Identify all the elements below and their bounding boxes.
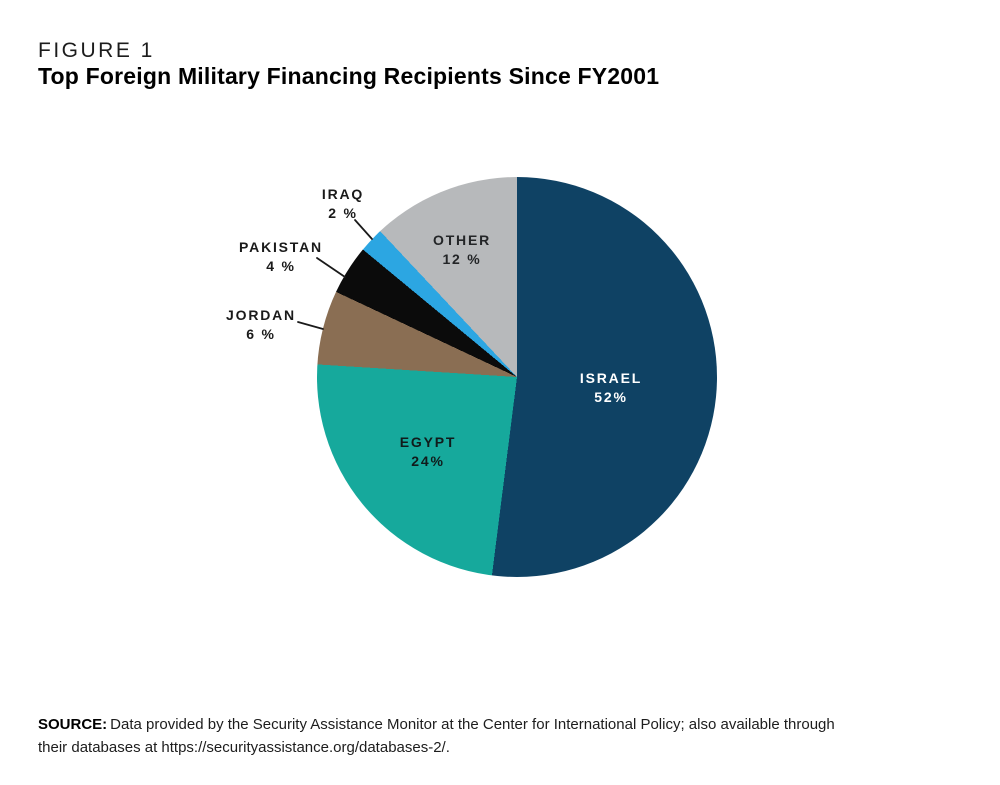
slice-name: IRAQ [321,186,365,202]
slice-label-jordan: JORDAN 6 % [226,306,296,344]
slice-percent: 12 % [442,251,482,267]
slice-percent: 6 % [246,326,276,342]
slice-name: ISRAEL [579,370,643,386]
slice-percent: 52% [594,389,628,405]
slice-label-other: OTHER 12 % [433,231,491,269]
slice-percent: 2 % [328,205,358,221]
source-text-line2: their databases at https://securityassis… [38,739,450,756]
slice-label-iraq: IRAQ 2 % [322,185,364,223]
slice-name: EGYPT [399,434,457,450]
slice-label-egypt: EGYPT 24% [400,433,456,471]
slice-percent: 4 % [266,258,296,274]
source-text-line1: Data provided by the Security Assistance… [110,716,835,733]
figure-title: Top Foreign Military Financing Recipient… [38,63,660,89]
callout-line-jordan [297,321,324,330]
source-label: SOURCE: [38,716,108,733]
slice-name: OTHER [433,232,491,248]
slice-label-israel: ISRAEL 52% [580,369,642,407]
figure-kicker: FIGURE 1 [38,39,155,62]
pie-chart [317,177,717,577]
slice-percent: 24% [411,453,445,469]
slice-name: PAKISTAN [239,239,323,255]
slice-label-pakistan: PAKISTAN 4 % [239,238,323,276]
source-note: SOURCE: Data provided by the Security Ass… [38,713,958,759]
slice-name: JORDAN [226,307,296,323]
